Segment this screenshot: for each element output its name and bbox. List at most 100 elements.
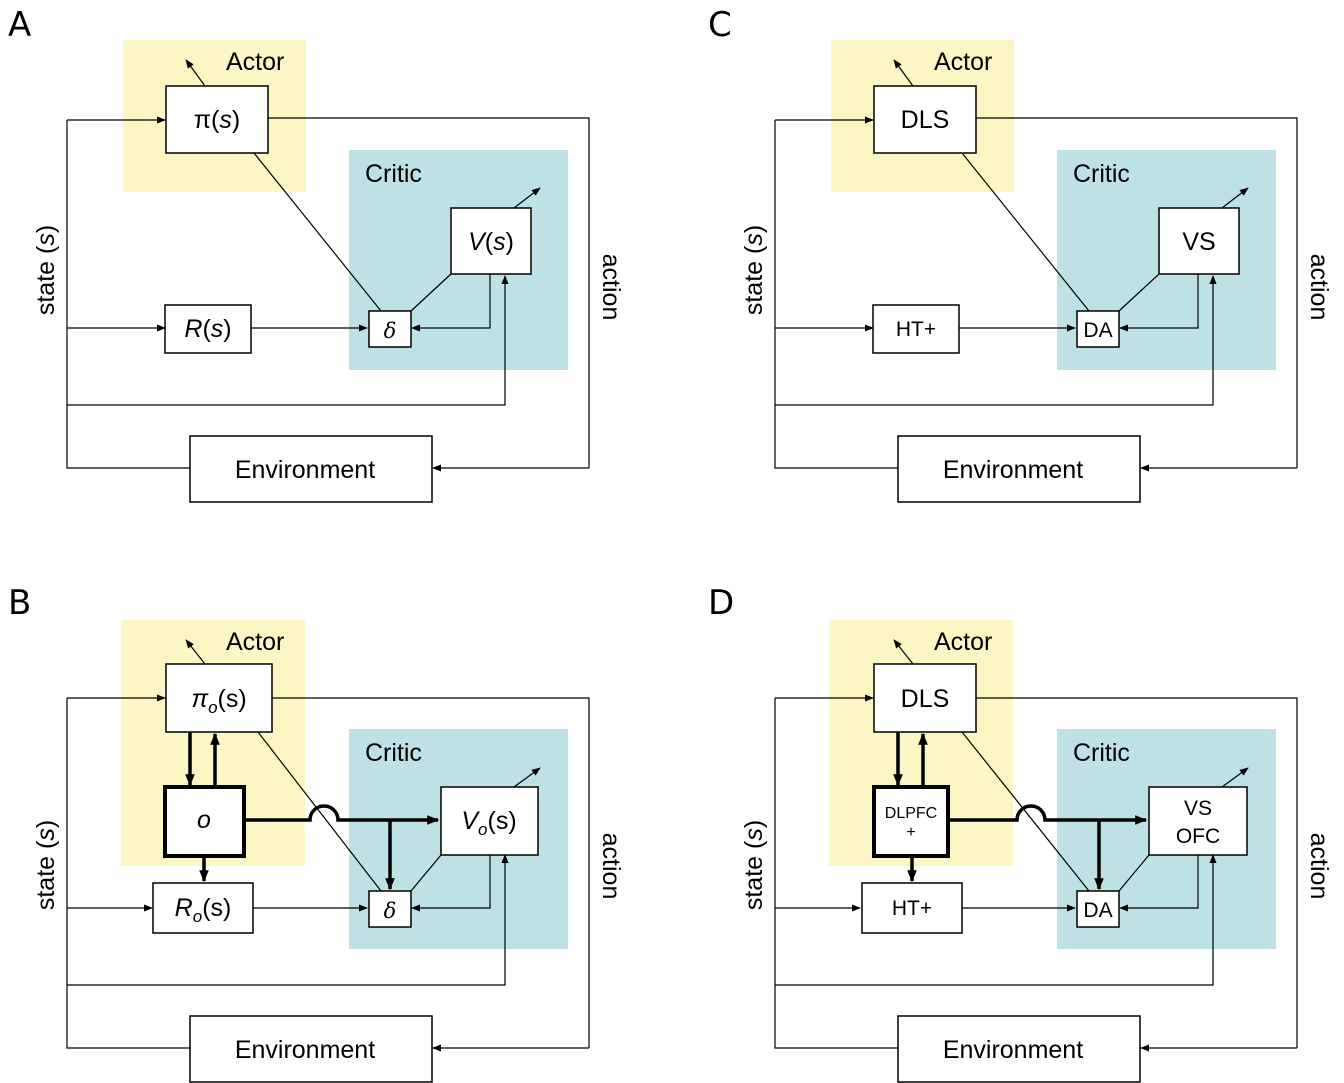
svg-text:π(s): π(s)	[194, 106, 240, 134]
state-to-value-arrow	[67, 275, 509, 406]
dls-label: DLS	[901, 106, 950, 134]
action-label: action	[597, 254, 625, 321]
action-line	[976, 117, 1298, 468]
value-symbol: V	[468, 228, 487, 256]
policy-box: DLS	[873, 85, 977, 154]
action-label: action	[1305, 833, 1333, 900]
state-label: state (s)	[740, 820, 768, 910]
policy-learning-arrow	[893, 59, 914, 87]
option-box: o	[163, 785, 246, 858]
option-to-value-arrow	[245, 804, 440, 825]
policy-arg: s	[219, 106, 232, 134]
state-loop-line	[774, 698, 898, 1049]
policy-box: πo(s)	[165, 663, 273, 733]
svg-text:Vo(s): Vo(s)	[461, 807, 516, 839]
action-label: action	[1305, 254, 1333, 321]
policy-learning-arrow	[185, 639, 206, 665]
action-line	[272, 697, 590, 1048]
value-learning-arrow	[513, 767, 541, 788]
reward-box: R(s)	[164, 304, 252, 354]
da-label: DA	[1083, 319, 1112, 342]
policy-arg: (s)	[218, 685, 247, 713]
state-label: state (s)	[32, 820, 60, 910]
value-to-delta-arrow	[411, 274, 491, 332]
value-box: VS OFC	[1148, 786, 1248, 856]
panel-d: D Actor Critic DLS	[708, 583, 1333, 1083]
value-to-delta-arrow	[411, 855, 491, 912]
ht-label: HT+	[892, 897, 932, 920]
da-label: DA	[1083, 899, 1112, 922]
td-error-symbol: δ	[384, 319, 397, 343]
state-label: state (s)	[740, 225, 768, 315]
environment-box: Environment	[897, 1015, 1141, 1083]
td-error-box: DA	[1076, 310, 1120, 348]
state-loop-line	[66, 698, 190, 1049]
delta-to-policy-line	[961, 152, 1090, 312]
panel-b: B Actor Critic πo(s)	[8, 583, 625, 1083]
td-error-box: DA	[1076, 890, 1120, 928]
ht-label: HT+	[896, 318, 936, 341]
state-loop-line	[66, 120, 190, 469]
vs-label: VS	[1182, 228, 1215, 256]
environment-label: Environment	[235, 456, 375, 484]
state-to-value-arrow	[775, 854, 1217, 986]
value-subscript: o	[478, 820, 487, 839]
reward-close: )	[223, 315, 231, 343]
environment-box: Environment	[189, 435, 433, 503]
policy-subscript: o	[208, 698, 217, 717]
critic-title: Critic	[365, 739, 422, 767]
environment-label: Environment	[943, 456, 1083, 484]
value-arg: (s)	[488, 807, 517, 835]
environment-label: Environment	[943, 1036, 1083, 1064]
option-to-value-arrow	[948, 804, 1148, 825]
value-box: V(s)	[450, 207, 532, 275]
critic-title: Critic	[1073, 739, 1130, 767]
panel-letter-b: B	[8, 583, 31, 623]
svg-text:V(s): V(s)	[468, 228, 514, 256]
value-learning-arrow	[1221, 187, 1249, 209]
reward-symbol: R	[184, 315, 202, 343]
ofc-label: OFC	[1176, 825, 1220, 848]
dlpfc-label: DLPFC	[885, 805, 937, 822]
panel-letter-a: A	[8, 5, 31, 45]
state-to-value-arrow	[67, 854, 509, 986]
vs-label: VS	[1184, 797, 1212, 820]
option-box: DLPFC +	[872, 785, 950, 858]
option-symbol: o	[197, 806, 211, 834]
reward-box: Ro(s)	[152, 882, 254, 934]
actor-title: Actor	[934, 628, 992, 656]
environment-label: Environment	[235, 1036, 375, 1064]
value-learning-arrow	[513, 187, 541, 209]
policy-symbol: π(	[194, 106, 220, 134]
environment-box: Environment	[897, 435, 1141, 503]
dls-label: DLS	[901, 685, 950, 713]
reward-box: HT+	[861, 882, 963, 934]
value-symbol: V	[461, 807, 480, 835]
panel-a: A Actor Critic π(s)	[8, 5, 625, 503]
svg-text:πo(s): πo(s)	[191, 685, 246, 717]
state-loop-line	[774, 120, 898, 469]
panel-letter-d: D	[708, 583, 734, 623]
td-error-symbol: δ	[384, 899, 397, 923]
policy-box: π(s)	[165, 85, 269, 154]
action-line	[268, 117, 590, 468]
svg-text:Ro(s): Ro(s)	[175, 894, 232, 926]
policy-close: )	[232, 106, 240, 134]
panel-letter-c: C	[708, 5, 732, 45]
policy-symbol: π	[191, 685, 209, 713]
value-to-delta-arrow	[1119, 274, 1199, 332]
policy-learning-arrow	[893, 639, 914, 665]
panel-c: C Actor Critic DLS VS	[708, 5, 1333, 503]
td-error-box: δ	[368, 310, 412, 348]
value-open: (	[485, 228, 494, 256]
environment-box: Environment	[189, 1015, 433, 1083]
delta-to-policy-line	[961, 731, 1090, 892]
value-box: Vo(s)	[440, 786, 539, 856]
critic-title: Critic	[365, 160, 422, 188]
reward-open: (	[202, 315, 211, 343]
td-error-box: δ	[368, 890, 412, 928]
reward-arg: s	[211, 315, 224, 343]
action-line	[976, 697, 1298, 1048]
state-label: state (s)	[32, 225, 60, 315]
